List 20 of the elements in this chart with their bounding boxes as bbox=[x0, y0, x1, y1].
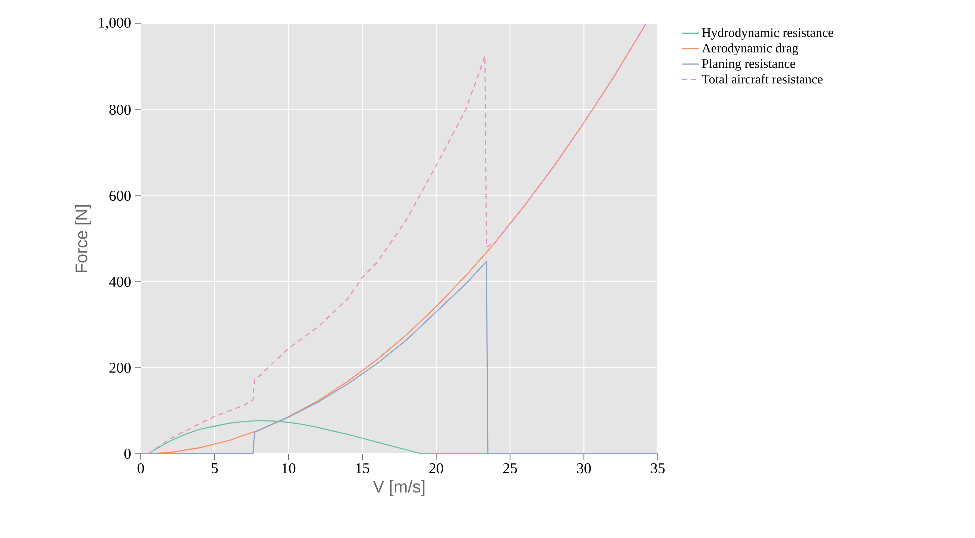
x-tick-label: 20 bbox=[430, 464, 444, 474]
x-tick-label: 5 bbox=[212, 464, 218, 474]
y-tick-label: 200 bbox=[110, 362, 131, 374]
y-axis-title: Force [N] bbox=[75, 205, 92, 272]
legend-label: Hydrodynamic resistance bbox=[702, 28, 834, 40]
y-tick-label: 0 bbox=[124, 448, 131, 460]
legend-label: Planing resistance bbox=[702, 59, 796, 71]
legend-label: Aerodynamic drag bbox=[702, 44, 798, 56]
y-tick-label: 600 bbox=[110, 190, 131, 202]
x-axis-title: V [m/s] bbox=[373, 480, 425, 496]
y-tick-label: 1,000 bbox=[99, 18, 131, 30]
y-tick-label: 800 bbox=[110, 104, 131, 116]
x-tick-label: 0 bbox=[138, 464, 144, 474]
x-tick-label: 25 bbox=[503, 464, 518, 474]
x-tick-label: 30 bbox=[577, 464, 592, 474]
x-tick-label: 15 bbox=[356, 464, 370, 474]
y-tick-label: 400 bbox=[109, 276, 131, 288]
x-tick-label: 35 bbox=[651, 464, 665, 474]
legend-label: Total aircraft resistance bbox=[702, 74, 823, 84]
x-tick-label: 10 bbox=[282, 464, 296, 474]
